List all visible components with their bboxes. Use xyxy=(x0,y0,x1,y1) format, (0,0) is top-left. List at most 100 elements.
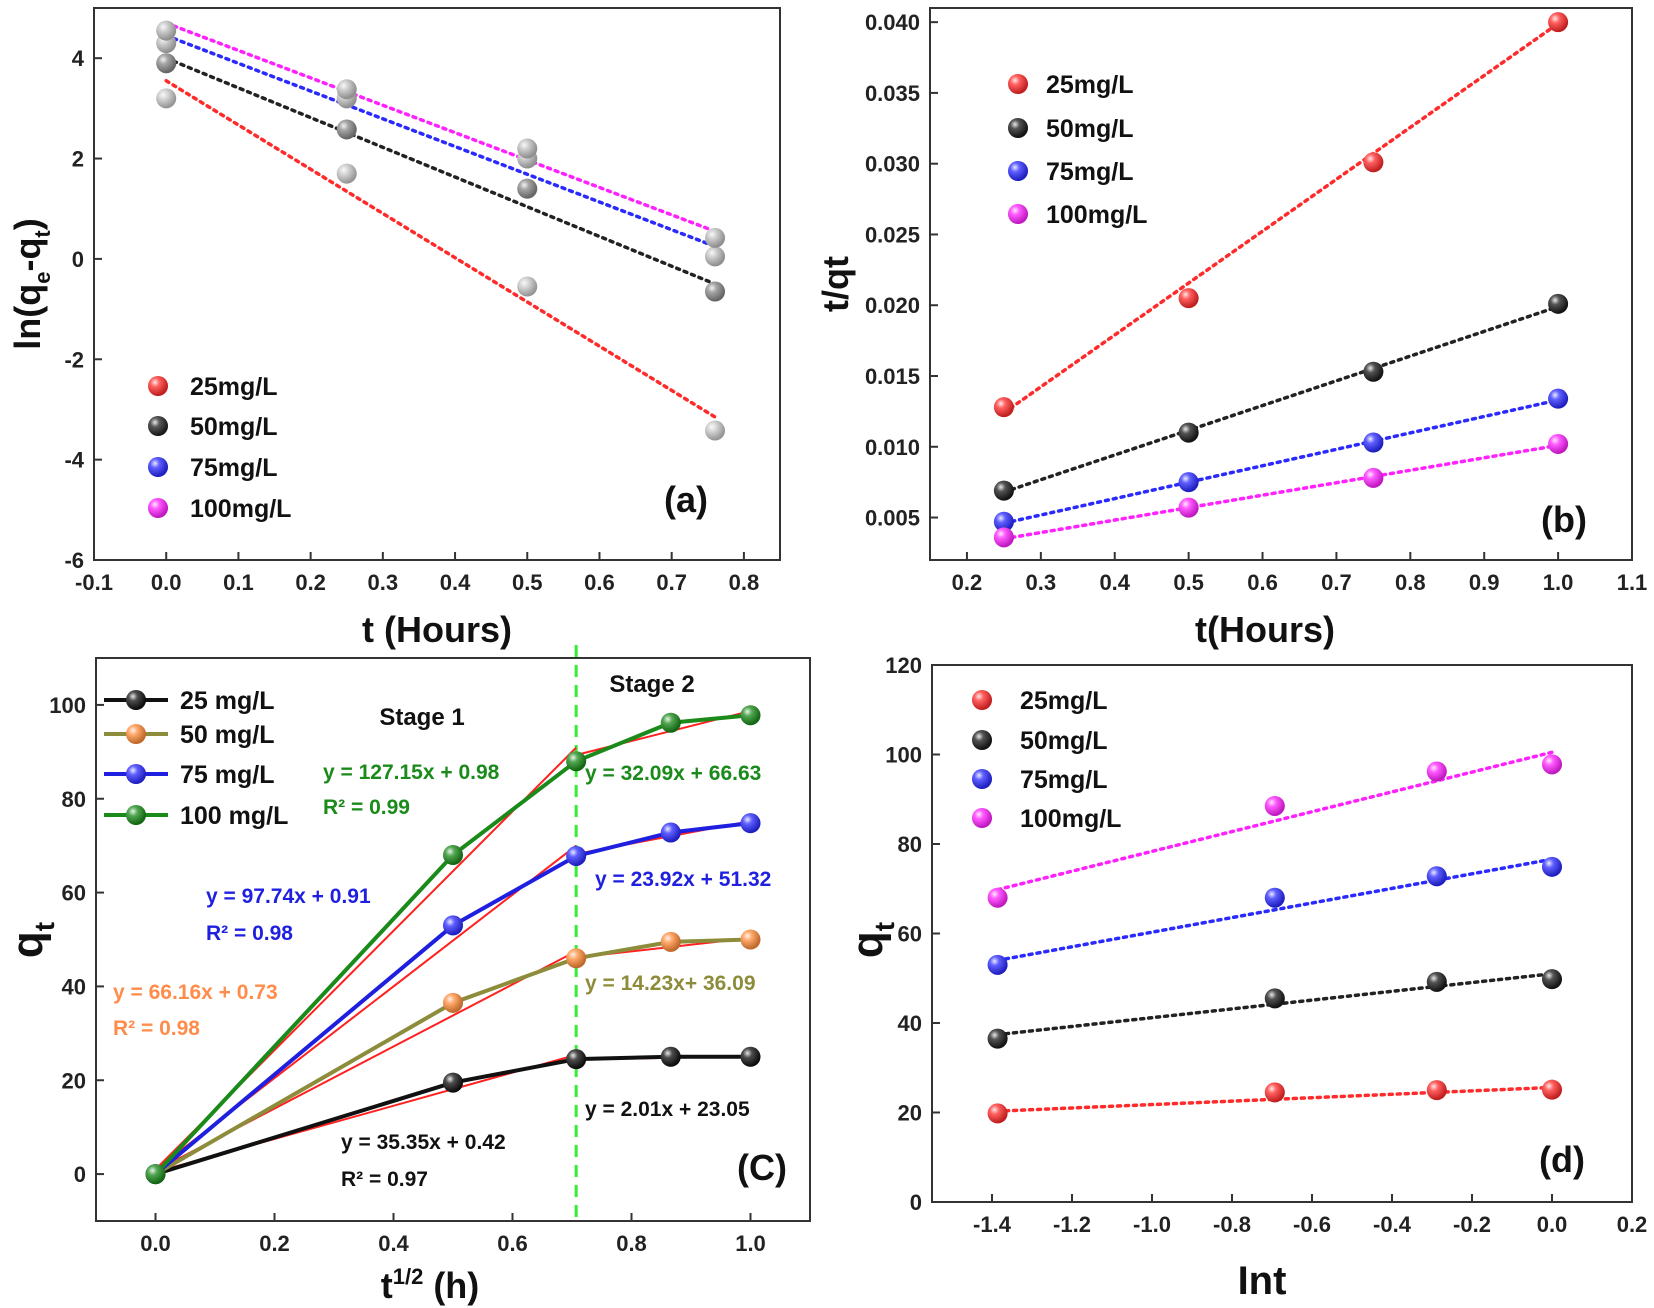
data-point xyxy=(705,420,726,441)
data-point xyxy=(156,20,177,41)
y-tick-label: 20 xyxy=(898,1101,922,1126)
y-tick-label: 80 xyxy=(62,787,86,812)
panel-b-legend-marker-1 xyxy=(1008,74,1028,94)
y-tick-label: 0.035 xyxy=(865,81,920,106)
y-tick-label: 0.030 xyxy=(865,152,920,177)
y-tick-label: 0.025 xyxy=(865,222,920,247)
data-point xyxy=(1548,293,1569,314)
panel-b-points xyxy=(993,12,1569,548)
y-tick-label: 0 xyxy=(72,247,84,272)
x-tick-label: 0.2 xyxy=(259,1231,290,1256)
data-point xyxy=(443,915,463,936)
panel-c-legend-label-2: 50 mg/L xyxy=(180,721,274,749)
panel-a-plot-frame xyxy=(93,7,781,561)
x-tick-label: 1.0 xyxy=(1543,570,1574,595)
data-point xyxy=(336,163,357,184)
panel-b-legend-label-1: 25mg/L xyxy=(1046,71,1134,99)
panel-a: -0.1 0.0 0.1 0.2 0.3 0.4 0.5 0.6 0.7 0.8 -6 -4 -2 0 2… xyxy=(7,7,781,650)
panel-d-legend-marker-2 xyxy=(972,730,992,750)
panel-c-letter: (C) xyxy=(737,1147,787,1188)
panel-d-legend-label-1: 25mg/L xyxy=(1020,687,1108,715)
panel-a-legend-marker-3 xyxy=(148,457,168,477)
data-point xyxy=(740,1046,761,1067)
panel-b-legend-label-4: 100mg/L xyxy=(1046,201,1147,229)
panel-b-y-ticks: 0.005 0.010 0.015 0.020 0.025 0.030 0.035 0.040 xyxy=(865,10,938,531)
annotation-s1-25-r2: R² = 0.97 xyxy=(341,1168,428,1191)
y-tick-label: 0.040 xyxy=(865,10,920,35)
panel-a-legend-label-1: 25mg/L xyxy=(190,373,278,401)
x-tick-label: 0.8 xyxy=(616,1231,647,1256)
x-tick-label: -0.6 xyxy=(1293,1212,1331,1237)
panel-d-legend-marker-3 xyxy=(972,769,992,789)
x-tick-label: -1.0 xyxy=(1133,1212,1171,1237)
y-tick-label: 40 xyxy=(898,1011,922,1036)
data-point xyxy=(1264,988,1285,1009)
x-tick-label: -0.2 xyxy=(1453,1212,1491,1237)
x-tick-label: 1.1 xyxy=(1617,570,1648,595)
y-tick-label: 100 xyxy=(49,693,86,718)
data-point xyxy=(1426,1080,1447,1101)
fit-line-1 xyxy=(995,1085,1554,1113)
y-tick-label: -6 xyxy=(64,548,84,573)
x-tick-label: -0.1 xyxy=(75,570,113,595)
panel-b-x-ticks: 0.2 0.3 0.4 0.5 0.6 0.7 0.8 0.9 1.0 1.1 xyxy=(952,552,1648,595)
data-point xyxy=(1548,388,1569,409)
panel-b-x-axis-label: t(Hours) xyxy=(1195,609,1335,650)
panel-b-legend: 25mg/L 50mg/L 75mg/L 100mg/L xyxy=(1008,71,1147,229)
data-point xyxy=(1542,856,1562,877)
annotation-s1-100-r2: R² = 0.99 xyxy=(323,796,410,819)
panel-b-fit-lines xyxy=(1002,21,1560,541)
x-tick-label: 0.0 xyxy=(1537,1212,1568,1237)
x-tick-label: 0.2 xyxy=(295,570,326,595)
x-tick-label: 0.0 xyxy=(140,1231,171,1256)
y-tick-label: 4 xyxy=(72,46,85,71)
data-point xyxy=(156,53,177,74)
panel-a-y-axis-label: ln(qe-qt) xyxy=(7,218,55,350)
x-tick-label: 0.1 xyxy=(223,570,254,595)
data-point xyxy=(566,1049,587,1070)
x-tick-label: 0.8 xyxy=(1395,570,1426,595)
data-point xyxy=(740,813,761,834)
panel-d-legend-marker-4 xyxy=(972,808,992,828)
annotation-s2-50-eq: y = 14.23x+ 36.09 xyxy=(585,972,756,995)
y-tick-label: -4 xyxy=(64,448,84,473)
data-point xyxy=(740,705,761,726)
annotation-s1-100-eq: y = 127.15x + 0.98 xyxy=(323,761,500,784)
data-point xyxy=(1264,887,1285,908)
panel-b-legend-marker-3 xyxy=(1008,161,1028,181)
data-point xyxy=(1426,866,1447,887)
panel-d-y-ticks: 0 20 40 60 80 100 120 xyxy=(885,653,940,1215)
data-point xyxy=(1363,361,1384,382)
y-tick-label: -2 xyxy=(64,347,84,372)
x-tick-label: 0.2 xyxy=(952,570,983,595)
panel-d-x-ticks: -1.4 -1.2 -1.0 -0.8 -0.6 -0.4 -0.2 0.0 0.2 xyxy=(973,1194,1647,1237)
x-tick-label: -0.4 xyxy=(1373,1212,1412,1237)
annotation-s1-75-r2: R² = 0.98 xyxy=(206,922,293,945)
annotation-s1-75-eq: y = 97.74x + 0.91 xyxy=(206,885,371,908)
panel-c-legend: 25 mg/L 50 mg/L 75 mg/L 100 mg/L xyxy=(104,687,288,830)
fit-line-1 xyxy=(164,79,717,419)
panel-c-legend-entry-3 xyxy=(104,764,168,784)
y-tick-label: 2 xyxy=(72,147,84,172)
data-point xyxy=(993,527,1014,548)
data-point xyxy=(443,992,463,1013)
x-tick-label: 0.8 xyxy=(729,570,760,595)
data-point xyxy=(566,845,587,866)
y-tick-label: 0.005 xyxy=(865,506,920,531)
panel-d-legend-label-3: 75mg/L xyxy=(1020,766,1108,794)
x-tick-label: 0.2 xyxy=(1617,1212,1648,1237)
data-point xyxy=(566,751,587,772)
panel-b-legend-label-2: 50mg/L xyxy=(1046,115,1134,143)
panel-c-legend-label-1: 25 mg/L xyxy=(180,687,274,715)
panel-a-points xyxy=(156,20,726,441)
data-point xyxy=(660,822,681,843)
panel-a-legend-marker-4 xyxy=(148,498,168,518)
x-tick-label: 0.0 xyxy=(151,570,182,595)
y-tick-label: 0.020 xyxy=(865,293,920,318)
panel-d-legend-label-4: 100mg/L xyxy=(1020,805,1121,833)
panel-d-letter: (d) xyxy=(1539,1139,1585,1180)
annotation-s2-25-eq: y = 2.01x + 23.05 xyxy=(585,1098,750,1121)
data-point xyxy=(1363,152,1384,173)
panel-c-x-ticks: 0.0 0.2 0.4 0.6 0.8 1.0 xyxy=(140,1213,766,1256)
